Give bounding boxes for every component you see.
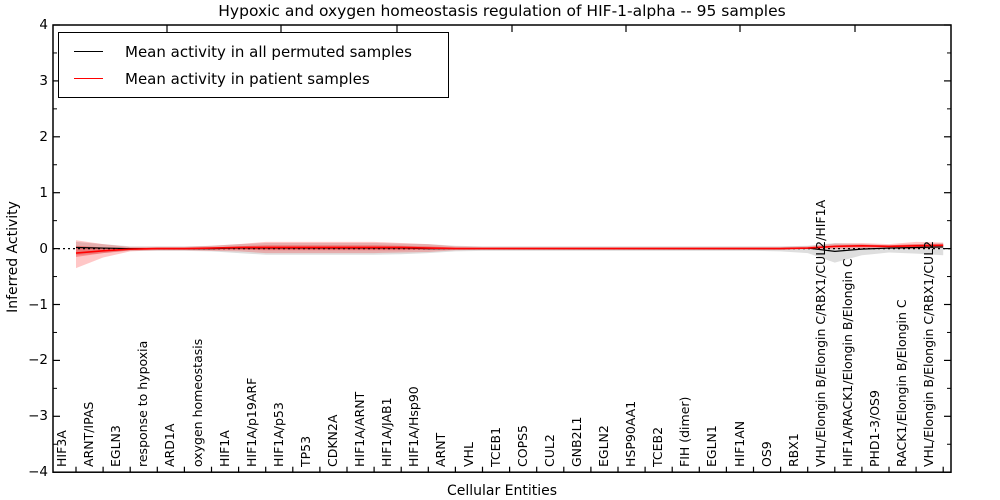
x-tick-label: response to hypoxia (135, 340, 151, 467)
y-tick-label: −1 (28, 296, 48, 313)
x-axis-label: Cellular Entities (446, 483, 558, 499)
x-tick-label: TP53 (297, 435, 313, 467)
x-tick-label: ARNT (433, 432, 449, 467)
x-tick-label: HIF1A (216, 430, 232, 467)
x-tick-label: HIF1A/ARNT (352, 391, 368, 467)
x-tick-label: TCEB1 (487, 426, 503, 467)
y-tick-label: −3 (28, 408, 48, 425)
y-tick-label: −2 (28, 352, 48, 369)
legend-item-patient: Mean activity in patient samples (59, 65, 448, 92)
legend-item-permuted: Mean activity in all permuted samples (59, 38, 448, 65)
legend-line-sample-red (74, 78, 103, 79)
y-tick-label: 4 (39, 17, 48, 33)
x-tick-label: HIF1AN (731, 420, 747, 467)
x-tick-label: FIH (dimer) (677, 396, 693, 467)
x-tick-label: HIF1A/RACK1/Elongin B/Elongin C (839, 258, 855, 467)
x-tick-label: COPS5 (514, 425, 530, 467)
x-tick-label: HSP90AA1 (623, 400, 639, 467)
x-tick-label: ARD1A (162, 423, 178, 467)
x-tick-label: EGLN3 (108, 425, 124, 467)
legend-label: Mean activity in all permuted samples (125, 42, 412, 61)
legend: Mean activity in all permuted samples Me… (58, 32, 449, 98)
x-tick-label: GNB2L1 (568, 416, 584, 467)
x-tick-label: EGLN1 (704, 425, 720, 467)
x-tick-label: EGLN2 (596, 425, 611, 467)
legend-label: Mean activity in patient samples (125, 69, 370, 88)
y-tick-label: 1 (39, 184, 48, 201)
y-tick-label: −4 (28, 464, 48, 481)
legend-line-sample-black (74, 51, 103, 52)
y-tick-label: 2 (39, 128, 48, 145)
x-tick-label: ARNT/IPAS (81, 401, 97, 467)
x-tick-label: RACK1/Elongin B/Elongin C (894, 299, 910, 467)
x-tick-label: HIF1A/p53 (270, 402, 286, 467)
x-tick-label: HIF3A (54, 430, 69, 467)
x-tick-label: HIF1A/JAB1 (379, 397, 395, 467)
x-tick-label: HIF1A/Hsp90 (406, 386, 422, 467)
x-tick-label: oxygen homeostasis (189, 338, 205, 467)
y-tick-label: 3 (39, 72, 48, 89)
x-tick-label: HIF1A/p19ARF (243, 377, 259, 467)
x-tick-label: VHL/Elongin B/Elongin C/RBX1/CUL2 (921, 240, 937, 467)
patient-mean-line (75, 244, 944, 254)
x-tick-label: CUL2 (541, 434, 557, 467)
x-tick-label: TCEB2 (650, 426, 666, 467)
x-tick-label: PHD1-3/OS9 (867, 390, 882, 467)
x-tick-label: OS9 (758, 441, 774, 467)
x-tick-label: RBX1 (785, 433, 801, 467)
x-tick-label: CDKN2A (325, 414, 340, 467)
y-tick-label: 0 (39, 240, 48, 257)
chart-title: Hypoxic and oxygen homeostasis regulatio… (218, 2, 786, 20)
x-tick-label: VHL/Elongin B/Elongin C/RBX1/CUL2/HIF1A (812, 199, 828, 467)
x-tick-label: VHL (460, 442, 476, 467)
